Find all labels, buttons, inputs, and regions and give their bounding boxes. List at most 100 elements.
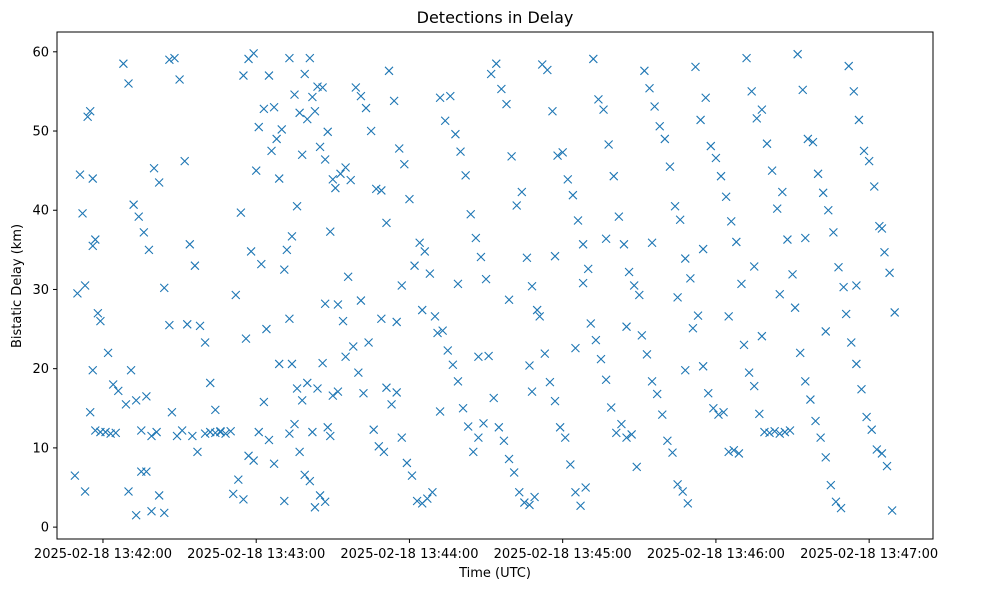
data-point	[542, 65, 552, 75]
data-point	[440, 116, 450, 126]
data-point	[834, 262, 843, 272]
data-point	[382, 218, 391, 228]
data-point	[351, 83, 361, 92]
data-point	[259, 397, 269, 407]
data-point	[622, 322, 631, 332]
data-point	[851, 281, 861, 290]
data-point	[285, 314, 294, 324]
data-point	[780, 427, 790, 437]
data-point	[249, 456, 259, 465]
data-point	[775, 289, 785, 299]
data-point	[417, 305, 427, 315]
data-point	[318, 358, 327, 368]
data-point	[637, 331, 647, 340]
data-point	[578, 278, 588, 288]
data-point	[484, 351, 494, 361]
data-point	[836, 503, 846, 513]
data-point	[249, 49, 259, 58]
x-axis-label: Time (UTC)	[458, 566, 531, 581]
data-point	[673, 479, 682, 489]
data-point	[499, 436, 509, 446]
data-point	[445, 91, 455, 101]
data-point	[772, 204, 782, 214]
data-point	[131, 510, 141, 520]
data-point	[433, 328, 442, 338]
chart-title: Detections in Delay	[417, 8, 574, 27]
data-point	[844, 61, 854, 71]
data-point	[854, 115, 864, 125]
data-point	[757, 105, 767, 115]
data-point	[264, 71, 274, 80]
data-point	[210, 405, 220, 415]
data-point	[747, 87, 757, 96]
data-point	[793, 49, 803, 59]
data-point	[568, 190, 578, 200]
data-point	[601, 375, 611, 385]
data-point	[673, 292, 682, 302]
data-point	[701, 93, 711, 103]
data-point	[550, 396, 560, 406]
data-point	[180, 156, 190, 166]
data-point	[571, 343, 580, 353]
data-point	[80, 281, 90, 290]
data-point	[742, 53, 751, 63]
data-point	[415, 238, 425, 248]
data-point	[88, 174, 98, 183]
y-tick-label: 40	[32, 204, 49, 219]
data-point	[517, 187, 527, 197]
data-point	[279, 496, 289, 506]
y-tick-label: 0	[41, 521, 49, 536]
data-point	[435, 93, 445, 103]
data-point	[315, 491, 325, 500]
data-point	[333, 300, 343, 309]
data-point	[622, 433, 631, 442]
data-point	[474, 433, 483, 442]
data-point	[652, 389, 662, 399]
data-point	[382, 383, 391, 393]
data-point	[175, 75, 184, 84]
data-point	[614, 212, 624, 221]
data-point	[264, 435, 274, 445]
data-point	[486, 69, 496, 79]
x-tick-label: 2025-02-18 13:43:00	[187, 547, 325, 562]
data-point	[315, 142, 325, 152]
data-point	[726, 216, 736, 226]
data-point	[642, 350, 652, 359]
data-point	[721, 192, 731, 202]
data-point	[576, 501, 585, 511]
data-point	[290, 90, 299, 99]
data-point	[494, 422, 504, 432]
data-point	[287, 231, 297, 241]
data-point	[356, 296, 366, 305]
data-point	[325, 227, 335, 237]
data-point	[328, 174, 338, 184]
data-point	[657, 410, 667, 420]
data-point	[629, 281, 639, 290]
data-point	[308, 427, 317, 437]
data-point	[563, 174, 573, 184]
data-point	[757, 331, 767, 341]
data-point	[507, 151, 516, 161]
data-point	[113, 386, 123, 396]
data-point	[346, 175, 356, 185]
plot-area-frame	[56, 31, 934, 540]
data-point	[788, 270, 797, 279]
data-point	[555, 422, 565, 432]
data-point	[724, 312, 734, 321]
data-point	[85, 106, 95, 116]
data-point	[233, 475, 243, 484]
data-point	[527, 281, 537, 291]
data-point	[407, 471, 417, 481]
data-point	[131, 395, 141, 405]
data-point	[719, 407, 728, 417]
data-point	[149, 163, 159, 173]
data-point	[553, 151, 562, 160]
data-point	[392, 317, 402, 327]
data-point	[609, 171, 619, 181]
data-point	[195, 321, 205, 331]
data-point	[290, 419, 299, 429]
data-point	[453, 279, 463, 289]
data-point	[877, 224, 887, 233]
data-point	[634, 290, 644, 300]
data-point	[565, 460, 575, 469]
